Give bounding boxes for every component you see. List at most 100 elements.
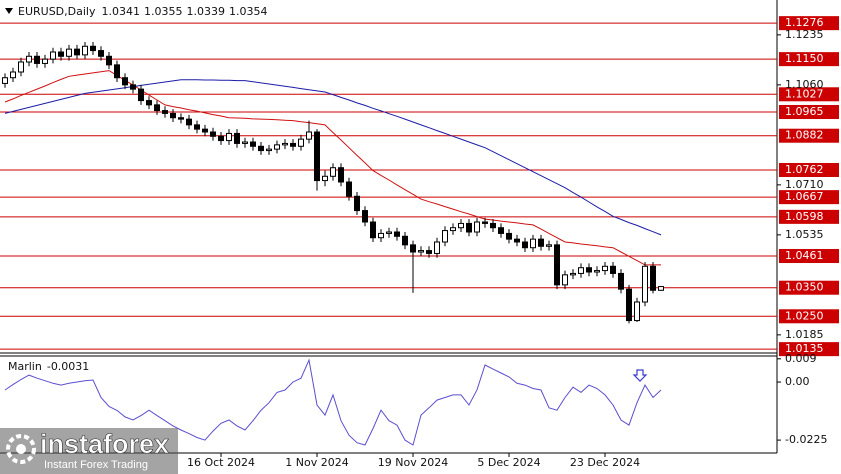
level-label-box xyxy=(779,16,839,31)
y-tick-label: 1.0710 xyxy=(785,178,824,191)
candle-body xyxy=(522,241,528,249)
candle-body xyxy=(2,77,8,84)
candle-body xyxy=(442,230,448,243)
candle-body xyxy=(306,131,312,140)
candle-body xyxy=(42,58,48,64)
moving-average-line xyxy=(4,79,662,236)
y-tick-label: 1.0185 xyxy=(785,328,824,341)
oscillator-header: Marlin -0.0031 xyxy=(8,360,89,373)
candle-body xyxy=(90,45,96,52)
candle-body xyxy=(210,131,216,137)
candle-body xyxy=(642,265,648,303)
candle-body xyxy=(322,175,328,182)
level-label-box xyxy=(779,52,839,67)
level-label: 1.0135 xyxy=(785,342,824,355)
oscillator xyxy=(4,358,662,446)
candle-body xyxy=(130,84,136,90)
candle-body xyxy=(474,221,480,233)
y-tick-label: 0.009 xyxy=(785,352,817,365)
axes: 1.1276 1.1150 1.1027 1.0965 1.0882 1.0762 1.06… xyxy=(187,16,839,469)
candle-body xyxy=(530,238,536,249)
symbol-title: EURUSD,Daily xyxy=(18,5,96,18)
candle-body xyxy=(586,267,592,273)
candle-body xyxy=(186,118,192,126)
logo-tagline: Instant Forex Trading xyxy=(44,459,148,471)
candle-body xyxy=(658,286,664,291)
level-label: 1.1276 xyxy=(785,16,824,29)
x-tick-label: 19 Nov 2024 xyxy=(378,456,448,469)
candle-body xyxy=(250,141,256,147)
candle-body xyxy=(154,104,160,112)
menu-triangle xyxy=(5,8,13,14)
ohlc-value: 1.0339 xyxy=(186,5,225,18)
candle-body xyxy=(170,112,176,119)
candle-body xyxy=(602,265,608,272)
candle-body xyxy=(450,227,456,232)
candle-body xyxy=(122,77,128,86)
level-label: 1.1027 xyxy=(785,87,824,100)
candle-body xyxy=(506,232,512,240)
level-label-box xyxy=(779,163,839,177)
candle-body xyxy=(618,272,624,290)
candle-body xyxy=(114,64,120,79)
level-label: 1.0350 xyxy=(785,281,824,294)
candle-body xyxy=(570,272,576,276)
candle-body xyxy=(66,48,72,57)
candle-body xyxy=(426,250,432,254)
candle-body xyxy=(178,117,184,120)
level-label-box xyxy=(779,105,839,119)
candle-body xyxy=(594,270,600,273)
candle-body xyxy=(274,144,280,150)
y-tick-label: -0.0225 xyxy=(785,433,827,446)
candle-body xyxy=(546,244,552,247)
candle-body xyxy=(354,195,360,212)
candle-body xyxy=(242,141,248,144)
level-label-box xyxy=(779,209,839,224)
level-label-box xyxy=(779,128,839,143)
level-label-box xyxy=(779,342,839,357)
candle-body xyxy=(434,241,440,254)
logo-gear-center xyxy=(16,444,26,454)
candle-body xyxy=(226,132,232,142)
candle-body xyxy=(386,231,392,234)
level-label: 1.0598 xyxy=(785,210,824,223)
candle-body xyxy=(18,61,24,73)
level-label: 1.0250 xyxy=(785,309,824,322)
candle-body xyxy=(626,288,632,322)
candle-body xyxy=(146,100,152,106)
candle-body xyxy=(10,71,16,79)
candle-body xyxy=(202,128,208,133)
level-label: 1.0762 xyxy=(785,163,824,176)
level-label: 1.0882 xyxy=(785,129,824,142)
level-label-box xyxy=(779,190,839,205)
x-tick-label: 1 Nov 2024 xyxy=(285,456,348,469)
candle-body xyxy=(298,138,304,147)
x-tick-label: 16 Oct 2024 xyxy=(187,456,255,469)
candle-body xyxy=(402,235,408,246)
indicator-title: Marlin xyxy=(8,360,42,373)
level-label: 1.0965 xyxy=(785,105,824,118)
candle-body xyxy=(538,238,544,247)
chart-header: EURUSD,Daily 1.0341 1.0355 1.0339 1.0354 xyxy=(18,5,267,18)
candle-body xyxy=(370,221,376,239)
header: EURUSD,Daily 1.0341 1.0355 1.0339 1.0354 Mar… xyxy=(5,5,648,382)
candle-body xyxy=(258,145,264,152)
y-tick-label: 0.00 xyxy=(785,375,810,388)
candle-body xyxy=(378,232,384,239)
logo-backdrop xyxy=(0,428,178,474)
candle-body xyxy=(362,210,368,223)
level-label-box xyxy=(779,309,839,324)
candle-body xyxy=(410,244,416,253)
y-tick-label: 1.1235 xyxy=(785,28,824,41)
oscillator-line xyxy=(4,358,662,446)
candle-body xyxy=(466,222,472,233)
candle-body xyxy=(554,244,560,286)
candle-body xyxy=(234,132,240,144)
candle-body xyxy=(634,301,640,322)
logo-name: instaforex xyxy=(40,429,169,459)
candle-body xyxy=(50,51,56,60)
candle-body xyxy=(394,231,400,237)
candle-body xyxy=(346,181,352,197)
candle-body xyxy=(650,265,656,291)
